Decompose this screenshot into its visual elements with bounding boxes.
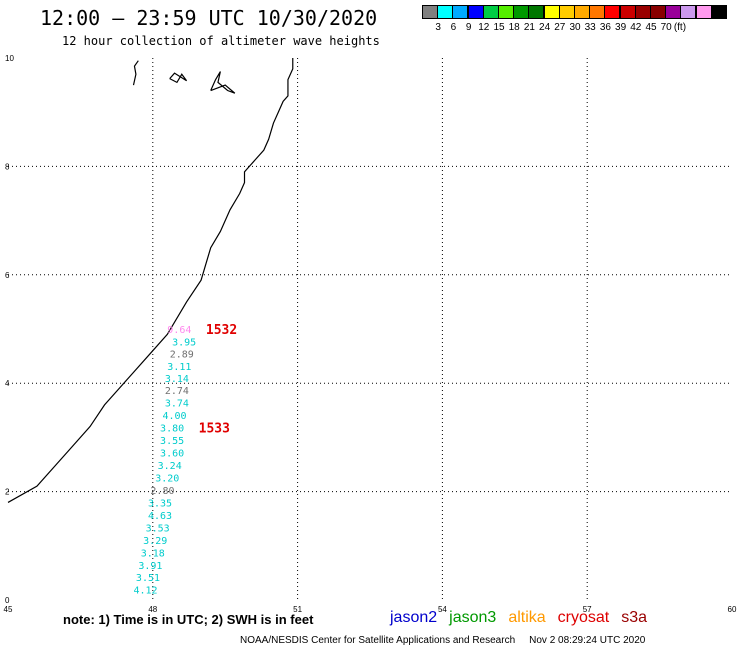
legend-tick-label: 39: [615, 22, 627, 33]
wave-height-label: 3.18: [141, 548, 165, 559]
island-outline: [210, 71, 236, 94]
wave-height-label: 3.53: [146, 523, 170, 534]
legend-tick-label: 15: [493, 22, 505, 33]
x-tick-label: 57: [583, 605, 592, 614]
wave-height-label: 2.74: [165, 386, 189, 397]
wave-height-label: 3.51: [136, 573, 160, 584]
x-tick-label: 60: [728, 605, 737, 614]
x-tick-label: 54: [438, 605, 447, 614]
y-tick-label: 4: [5, 379, 10, 388]
pass-time-label: 1533: [199, 422, 230, 437]
wave-height-label: 4.63: [148, 511, 172, 522]
legend-tick-label: 30: [569, 22, 581, 33]
legend-tick-label: 6: [450, 22, 457, 33]
satellite-jason2: jason2: [390, 609, 438, 626]
wave-height-label: 3.11: [167, 362, 191, 373]
island-outline: [132, 60, 139, 86]
y-tick-label: 8: [5, 162, 10, 171]
legend-swatch: [710, 5, 727, 19]
y-tick-label: 0: [5, 596, 10, 605]
wave-height-label: 3.20: [155, 474, 179, 485]
footer-credit: NOAA/NESDIS Center for Satellite Applica…: [240, 635, 645, 646]
legend-unit-label: (ft): [673, 22, 687, 33]
satellite-legend: jason2 jason3 altika cryosat s3a: [390, 609, 659, 627]
wave-height-label: 3.35: [148, 498, 172, 509]
wave-height-label: 3.74: [165, 399, 189, 410]
satellite-jason3: jason3: [449, 609, 497, 626]
legend-tick-label: 27: [554, 22, 566, 33]
island-outline: [169, 72, 188, 84]
legend-tick-label: 18: [508, 22, 520, 33]
page-subtitle: 12 hour collection of altimeter wave hei…: [62, 34, 380, 48]
footer-timestamp: Nov 2 08:29:24 UTC 2020: [529, 635, 646, 646]
satellite-cryosat: cryosat: [557, 609, 610, 626]
legend-tick-label: 45: [645, 22, 657, 33]
legend-tick-label: 9: [465, 22, 472, 33]
wave-height-label: 2.80: [150, 486, 174, 497]
x-tick-label: 45: [4, 605, 13, 614]
satellite-altika: altika: [508, 609, 546, 626]
legend-tick-label: 36: [599, 22, 611, 33]
y-tick-label: 6: [5, 271, 10, 280]
wave-height-label: 3.95: [172, 337, 196, 348]
page-title: 12:00 – 23:59 UTC 10/30/2020: [40, 6, 378, 30]
wave-height-label: 3.91: [138, 561, 162, 572]
legend-tick-label: 33: [584, 22, 596, 33]
y-tick-label: 2: [5, 488, 10, 497]
y-tick-label: 10: [5, 54, 14, 63]
wave-height-label: 9.64: [167, 325, 191, 336]
legend-tick-label: 3: [435, 22, 441, 33]
wave-height-label: 3.24: [158, 461, 182, 472]
legend-tick-label: 12: [478, 22, 490, 33]
credit-text: NOAA/NESDIS Center for Satellite Applica…: [240, 635, 516, 646]
coastline: [7, 58, 294, 503]
note-text: note: 1) Time is in UTC; 2) SWH is in fe…: [63, 612, 314, 627]
wave-height-label: 2.89: [170, 349, 194, 360]
wave-height-label: 4.00: [162, 411, 186, 422]
pass-time-label: 1532: [206, 323, 237, 338]
x-tick-label: 51: [293, 605, 302, 614]
wave-height-label: 3.60: [160, 449, 184, 460]
wave-height-label: 3.80: [160, 424, 184, 435]
wave-height-label: 3.55: [160, 436, 184, 447]
wave-height-label: 3.29: [143, 536, 167, 547]
wave-height-label: 4.12: [134, 586, 158, 597]
wave-height-label: 3.14: [165, 374, 189, 385]
legend-tick-label: 24: [539, 22, 551, 33]
satellite-s3a: s3a: [621, 609, 648, 626]
legend-tick-label: 70: [660, 22, 672, 33]
legend-tick-label: 21: [523, 22, 535, 33]
legend-tick-label: 42: [630, 22, 642, 33]
x-tick-label: 48: [148, 605, 157, 614]
